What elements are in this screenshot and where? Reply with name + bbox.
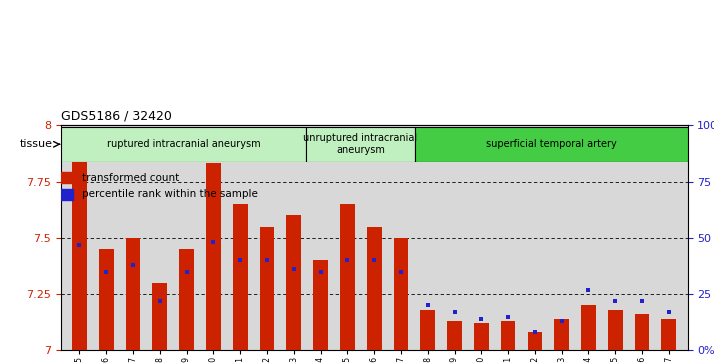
Bar — [153, 283, 167, 350]
Bar — [99, 249, 114, 350]
Bar — [474, 323, 488, 350]
Bar — [581, 305, 595, 350]
FancyBboxPatch shape — [306, 127, 415, 162]
Bar — [661, 319, 676, 350]
Text: GDS5186 / 32420: GDS5186 / 32420 — [61, 110, 171, 123]
Bar — [447, 321, 462, 350]
Bar — [61, 172, 74, 183]
Bar — [179, 249, 194, 350]
Bar — [501, 321, 516, 350]
Text: tissue: tissue — [19, 139, 53, 149]
Bar — [528, 332, 542, 350]
Bar — [126, 238, 141, 350]
Bar — [286, 215, 301, 350]
Bar — [61, 189, 74, 200]
Bar — [313, 260, 328, 350]
Bar — [421, 310, 435, 350]
Bar — [393, 238, 408, 350]
FancyBboxPatch shape — [61, 127, 306, 162]
Bar — [72, 132, 87, 350]
Text: transformed count: transformed count — [82, 173, 179, 183]
Text: ruptured intracranial aneurysm: ruptured intracranial aneurysm — [106, 139, 260, 149]
Bar — [260, 227, 274, 350]
Bar — [233, 204, 248, 350]
Bar — [206, 163, 221, 350]
Bar — [340, 204, 355, 350]
Bar — [608, 310, 623, 350]
Bar — [635, 314, 650, 350]
FancyBboxPatch shape — [415, 127, 688, 162]
Bar — [554, 319, 569, 350]
Text: superficial temporal artery: superficial temporal artery — [486, 139, 617, 149]
Text: unruptured intracranial
aneurysm: unruptured intracranial aneurysm — [303, 134, 418, 155]
Bar — [367, 227, 381, 350]
Text: percentile rank within the sample: percentile rank within the sample — [82, 189, 258, 199]
